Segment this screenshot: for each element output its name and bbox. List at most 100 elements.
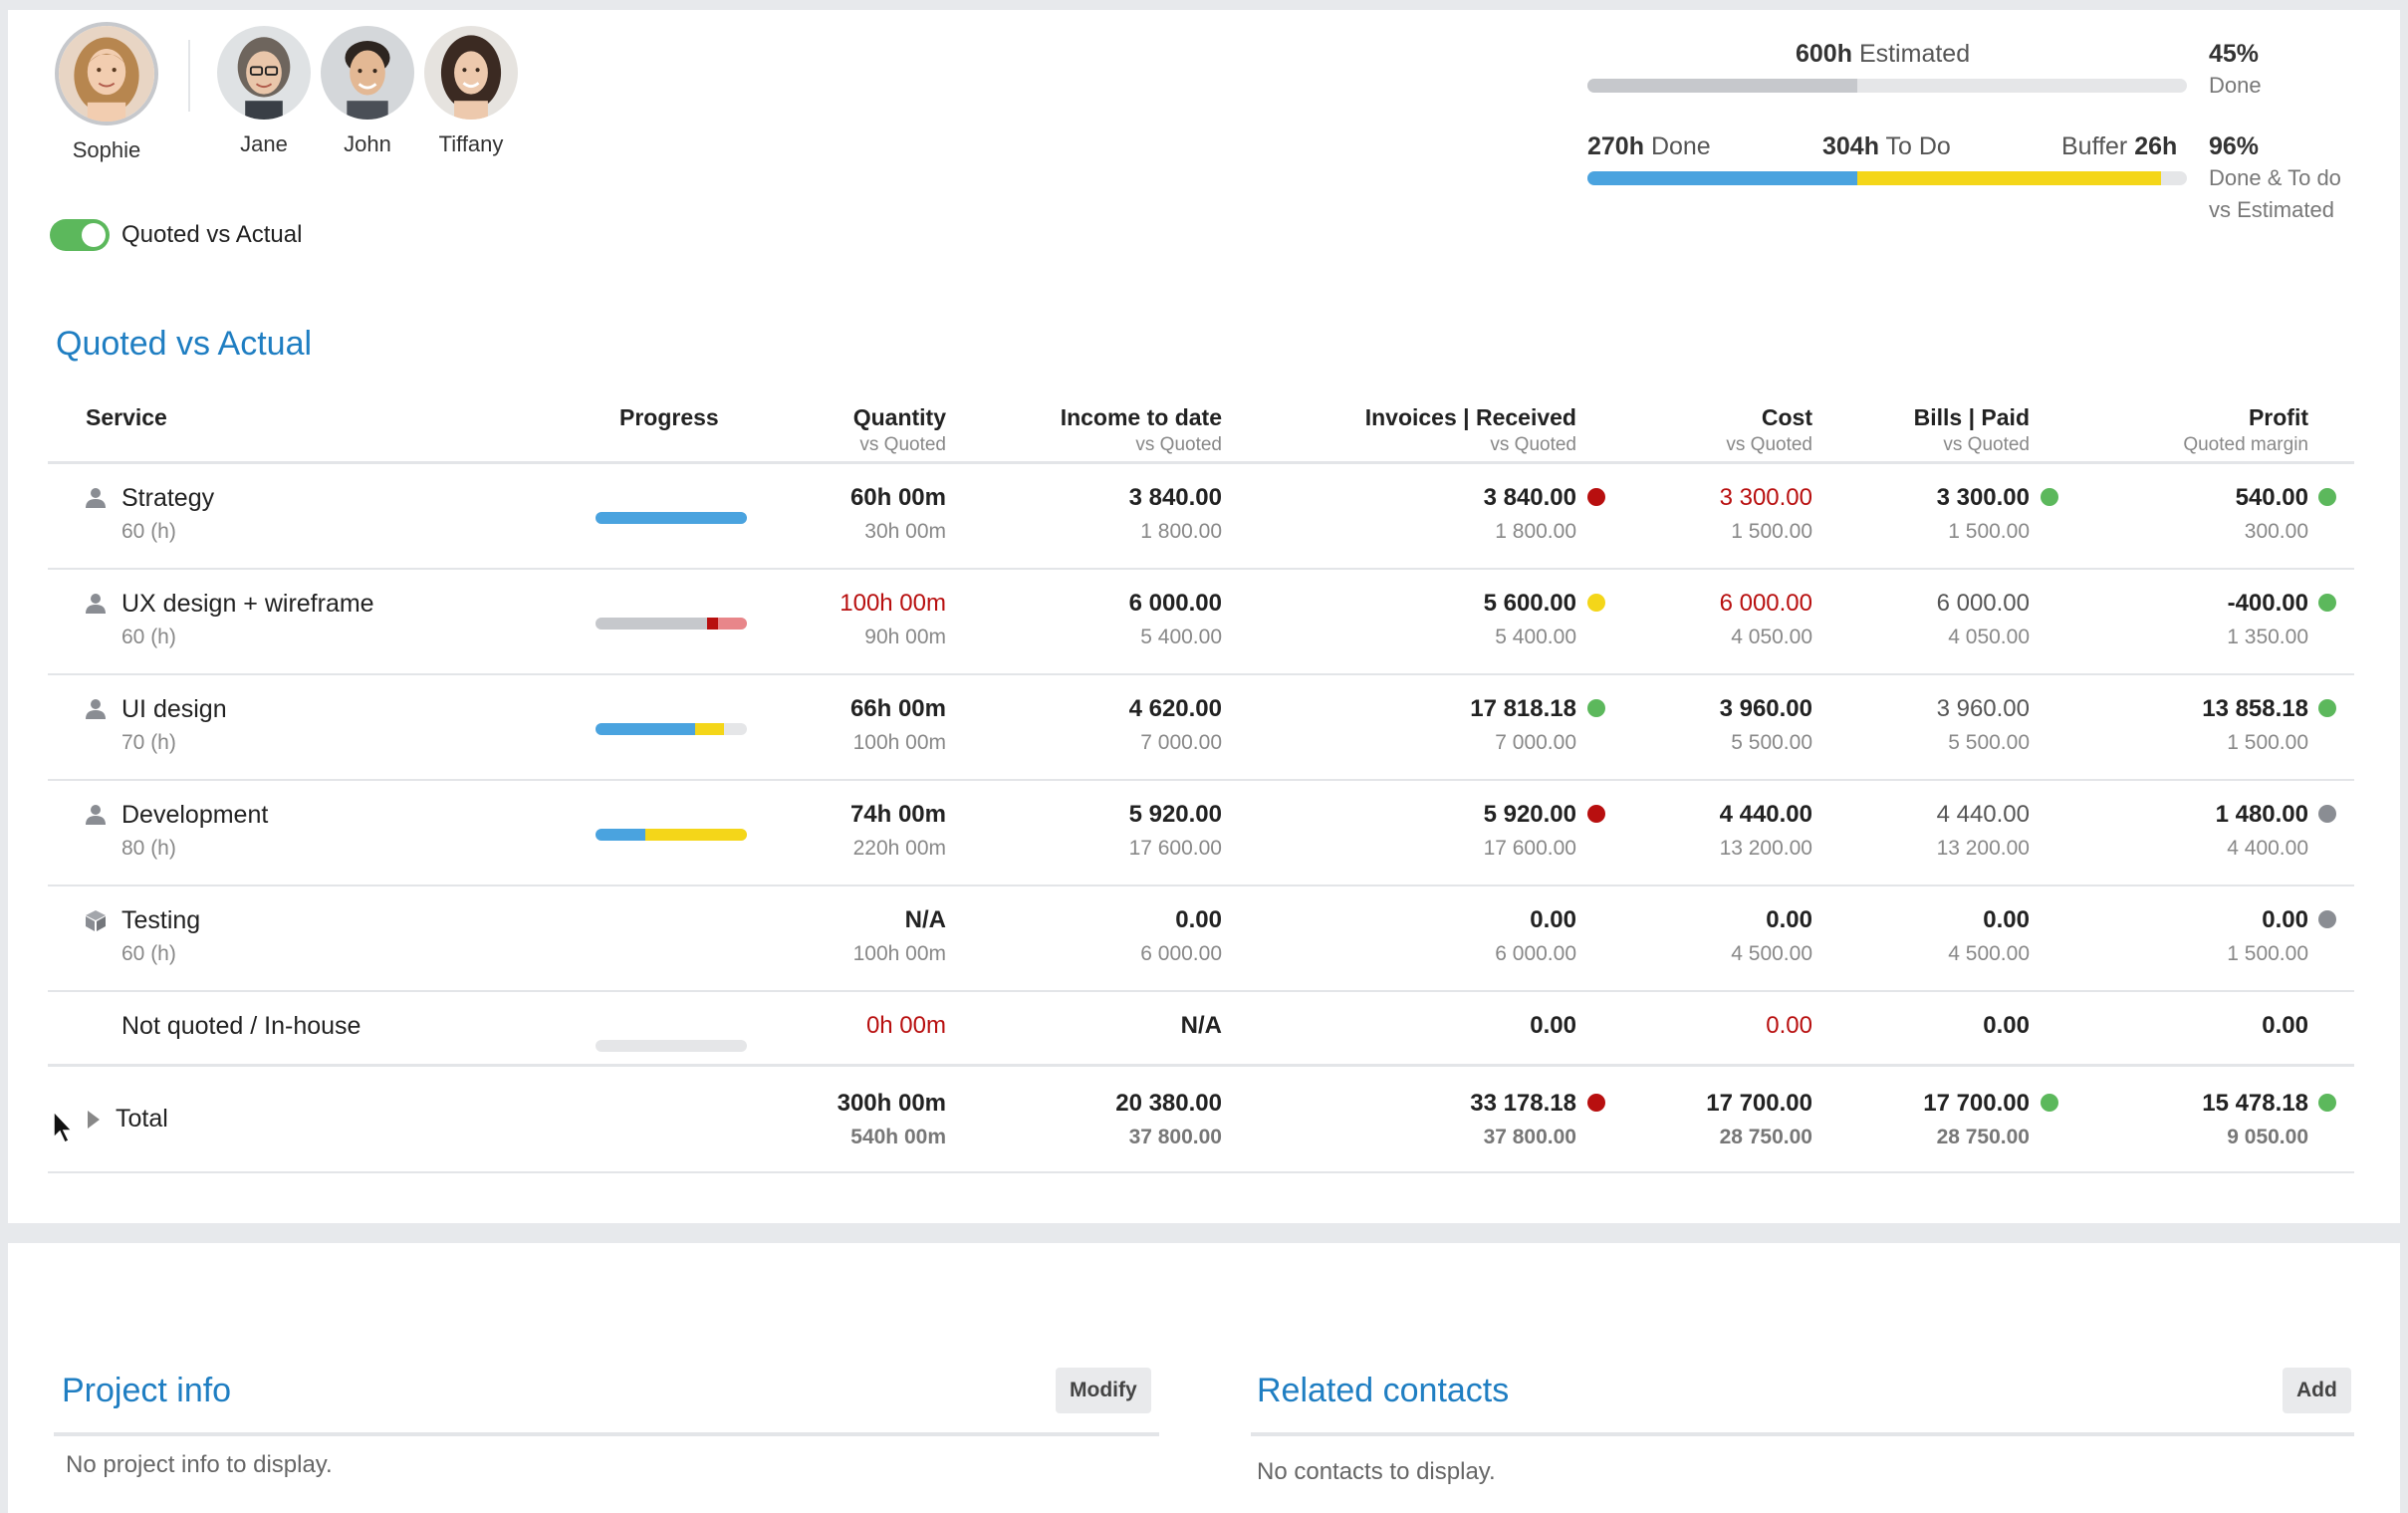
table-row[interactable]	[48, 675, 2354, 781]
team-member-sophie[interactable]: Sophie	[42, 22, 171, 163]
modify-button[interactable]: Modify	[1056, 1368, 1151, 1413]
done-value: 270h	[1587, 132, 1644, 160]
service-name[interactable]: UX design + wireframe	[121, 590, 374, 618]
total-bills-status	[2041, 1094, 2058, 1112]
total-profit: 15 478.18	[2202, 1090, 2308, 1117]
profit-quoted: 1 500.00	[2227, 731, 2308, 754]
percent-done: 45%	[2209, 40, 2260, 68]
table-row[interactable]	[48, 570, 2354, 675]
quoted-vs-actual-toggle[interactable]	[50, 219, 110, 251]
row-divider	[48, 990, 2354, 992]
cost-quoted: 13 200.00	[1719, 837, 1812, 860]
header-service[interactable]: Service	[86, 404, 167, 430]
percent-done-label: Done	[2209, 73, 2262, 98]
bills-quoted: 13 200.00	[1936, 837, 2030, 860]
box-icon	[86, 910, 106, 931]
profit-status-dot	[2318, 699, 2336, 717]
service-name[interactable]: Testing	[121, 906, 201, 934]
percent-done-todo-label: Done & To do vs Estimated	[2209, 162, 2358, 226]
header-bills[interactable]: Bills | Paid	[1913, 404, 2030, 430]
total-invoices-status	[1587, 1094, 1605, 1112]
invoices-value: 17 818.18	[1470, 695, 1576, 722]
service-hours: 60 (h)	[121, 626, 176, 648]
qty-quoted: 220h 00m	[852, 837, 946, 860]
buffer-value: 26h	[2134, 132, 2178, 160]
team-member-tiffany[interactable]: Tiffany	[406, 26, 536, 157]
bills-value: 4 440.00	[1936, 801, 2030, 828]
profit-quoted: 1 500.00	[2227, 942, 2308, 965]
row-divider	[48, 779, 2354, 781]
qty-quoted: 30h 00m	[864, 520, 946, 543]
total-cost-sub: 28 750.00	[1719, 1126, 1812, 1148]
progress-segment	[645, 829, 747, 841]
table-row[interactable]	[48, 464, 2354, 570]
project-info-divider	[54, 1432, 1159, 1436]
cost-value: 0.00	[1766, 906, 1812, 933]
table-row[interactable]	[48, 781, 2354, 886]
invoices-quoted: 5 400.00	[1495, 626, 1576, 648]
table-row[interactable]	[48, 992, 2354, 1098]
service-name[interactable]: Development	[121, 801, 269, 829]
cost-quoted: 4 050.00	[1731, 626, 1812, 648]
done-label: Done	[1650, 132, 1711, 160]
service-hours: 70 (h)	[121, 731, 176, 754]
project-info-empty: No project info to display.	[66, 1451, 333, 1478]
add-contact-button[interactable]: Add	[2283, 1368, 2351, 1413]
cost-value: 4 440.00	[1719, 801, 1812, 828]
done-fill	[1587, 171, 1857, 185]
service-name[interactable]: Strategy	[121, 484, 215, 512]
row-divider	[48, 884, 2354, 886]
estimated-progress-fill	[1587, 79, 1857, 93]
total-divider	[48, 1064, 2354, 1067]
income-value: 6 000.00	[1128, 590, 1222, 617]
bills-status-dot	[2041, 488, 2058, 506]
section-title: Quoted vs Actual	[56, 325, 313, 363]
team-member-jane[interactable]: Jane	[199, 26, 329, 157]
expand-caret-icon[interactable]	[88, 1111, 100, 1129]
done-todo-bar	[1587, 171, 2187, 185]
avatar[interactable]	[321, 26, 414, 120]
service-name[interactable]: UI design	[121, 695, 227, 723]
progress-segment	[718, 618, 747, 630]
profit-status-dot	[2318, 910, 2336, 928]
invoices-status-dot	[1587, 488, 1605, 506]
team-divider	[188, 40, 190, 112]
header-quantity-sub: vs Quoted	[859, 434, 946, 455]
estimated-hours: 600h Estimated	[1796, 40, 1970, 69]
header-quantity[interactable]: Quantity	[852, 404, 946, 430]
member-name: Jane	[240, 131, 288, 156]
todo-fill	[1856, 171, 2161, 185]
income-value: 0.00	[1175, 906, 1222, 933]
header-profit[interactable]: Profit	[2248, 404, 2308, 430]
label-line-2: vs Estimated	[2209, 197, 2334, 222]
invoices-value: 0.00	[1530, 1012, 1576, 1039]
avatar[interactable]	[217, 26, 311, 120]
service-hours: 60 (h)	[121, 942, 176, 965]
invoices-status-dot	[1587, 699, 1605, 717]
avatar[interactable]	[424, 26, 518, 120]
related-contacts-empty: No contacts to display.	[1257, 1458, 1496, 1485]
buffer-hours: Buffer 26h	[2061, 132, 2177, 161]
income-quoted: 5 400.00	[1140, 626, 1222, 648]
buffer-label: Buffer	[2061, 132, 2128, 160]
total-cost: 17 700.00	[1706, 1090, 1812, 1117]
team-member-john[interactable]: John	[303, 26, 432, 157]
service-name[interactable]: Not quoted / In-house	[121, 1012, 361, 1040]
invoices-status-dot	[1587, 805, 1605, 823]
member-name: John	[344, 131, 391, 156]
header-invoices[interactable]: Invoices | Received	[1364, 404, 1576, 430]
bills-quoted: 4 050.00	[1948, 626, 2030, 648]
total-qty-sub: 540h 00m	[850, 1126, 946, 1148]
header-profit-sub: Quoted margin	[2183, 434, 2308, 455]
cost-value: 3 960.00	[1719, 695, 1812, 722]
header-income[interactable]: Income to date	[1060, 404, 1222, 430]
total-label[interactable]: Total	[116, 1105, 168, 1133]
header-progress[interactable]: Progress	[619, 404, 719, 430]
header-cost[interactable]: Cost	[1761, 404, 1812, 430]
avatar[interactable]	[55, 22, 158, 126]
qty-value: 60h 00m	[849, 484, 946, 511]
table-row[interactable]	[48, 886, 2354, 992]
member-name: Sophie	[72, 137, 141, 162]
project-info-title: Project info	[62, 1372, 232, 1409]
qty-value: 0h 00m	[865, 1012, 946, 1039]
